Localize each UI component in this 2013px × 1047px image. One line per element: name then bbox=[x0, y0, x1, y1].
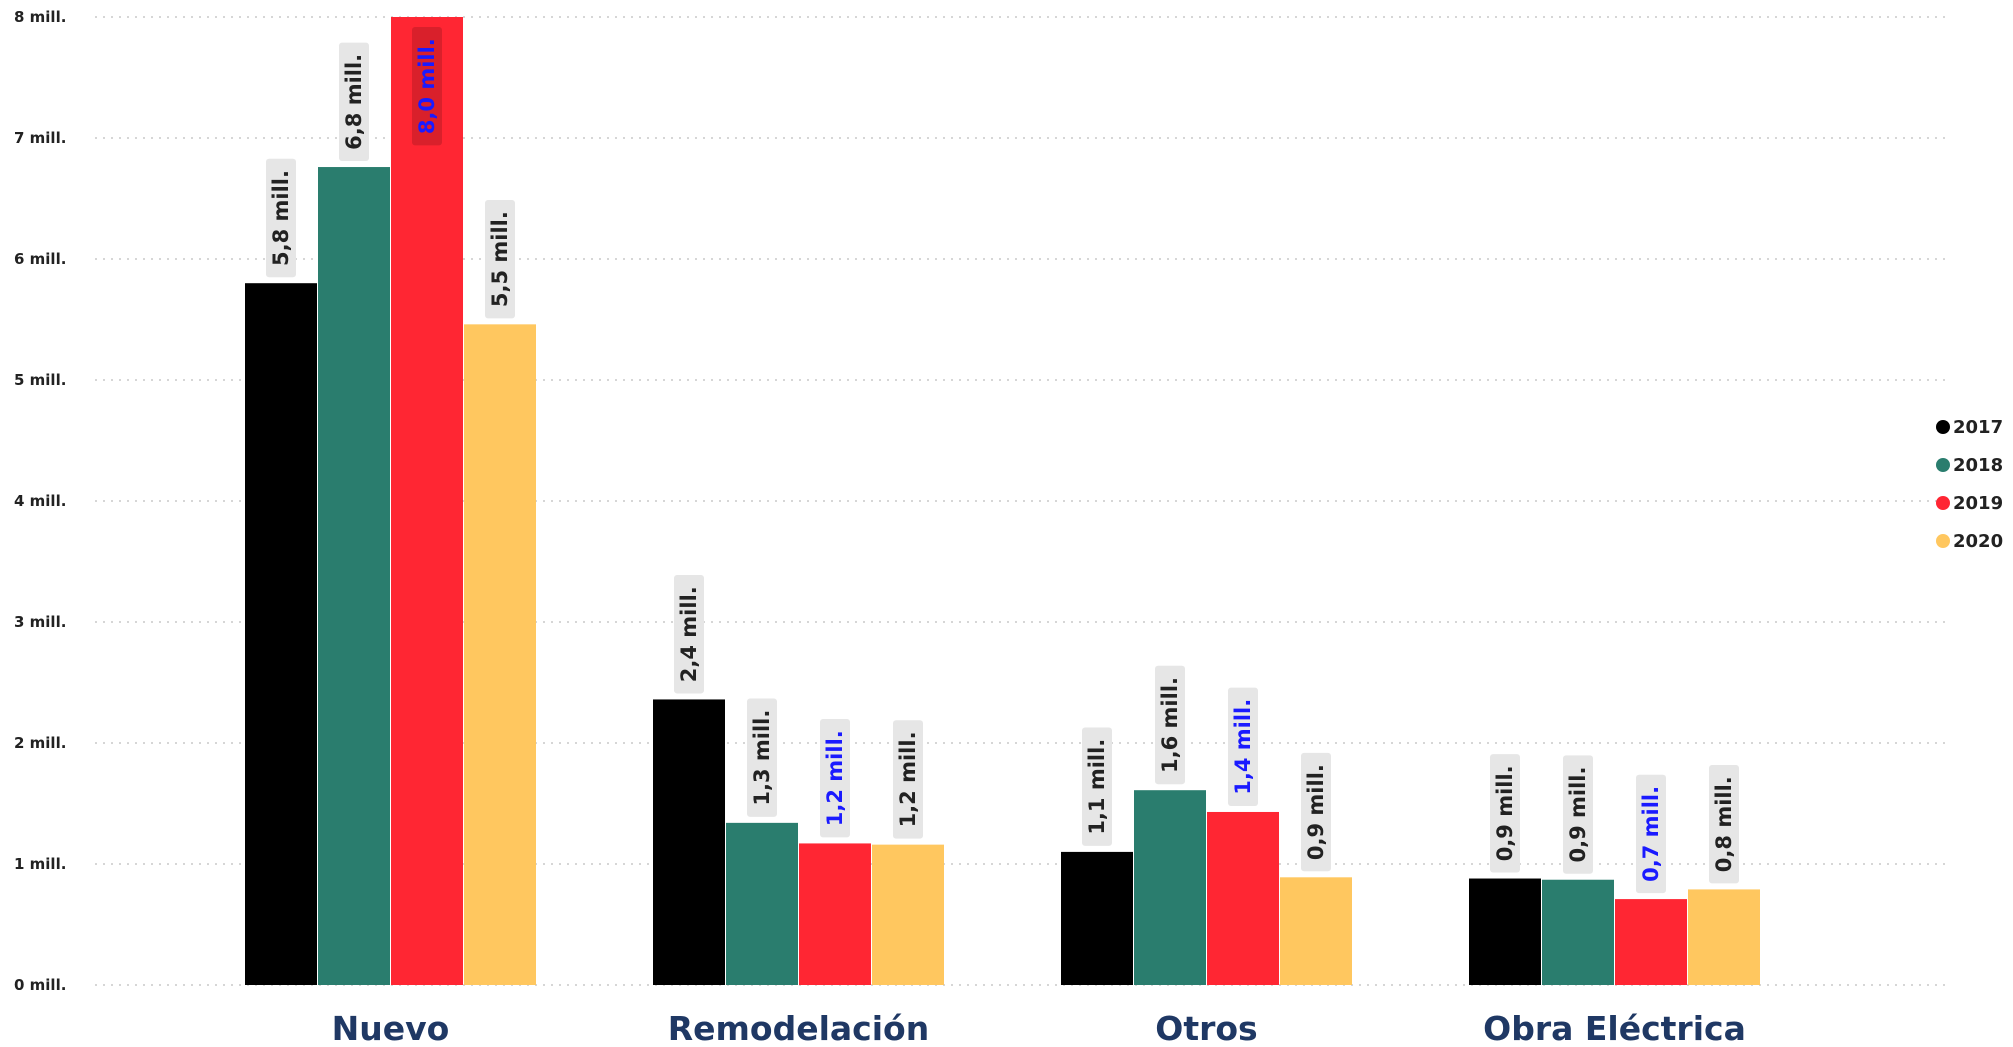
y-axis-ticks: 0 mill. 1 mill. 2 mill. 3 mill. 4 mill. 5 mil… bbox=[14, 8, 66, 994]
data-label-2019-0: 8,0 mill. bbox=[415, 38, 439, 134]
data-label-box bbox=[674, 575, 704, 694]
data-label-2019-3: 0,7 mill. bbox=[1639, 786, 1663, 882]
legend-label: 2019 bbox=[1953, 493, 2003, 514]
data-label-2017-3: 0,9 mill. bbox=[1493, 765, 1517, 861]
data-label-2020-1: 1,2 mill. bbox=[896, 731, 920, 827]
bar-2018-0[interactable] bbox=[318, 167, 390, 986]
data-label-box bbox=[820, 719, 850, 838]
category-label: Otros bbox=[1155, 1009, 1257, 1047]
data-label-box bbox=[1155, 665, 1185, 785]
category-label: Remodelación bbox=[668, 1009, 929, 1047]
data-label-2019-2: 1,4 mill. bbox=[1231, 699, 1255, 795]
legend-marker bbox=[1936, 534, 1950, 548]
y-tick-label: 2 mill. bbox=[14, 734, 66, 752]
data-label-box bbox=[893, 720, 923, 839]
y-tick-label: 3 mill. bbox=[14, 613, 66, 631]
legend-label: 2017 bbox=[1953, 417, 2003, 438]
data-label-box bbox=[1228, 687, 1258, 806]
bar-2018-1[interactable] bbox=[726, 822, 798, 985]
data-label-2019-1: 1,2 mill. bbox=[823, 730, 847, 826]
data-label-2018-2: 1,6 mill. bbox=[1158, 677, 1182, 773]
y-tick-label: 1 mill. bbox=[14, 855, 66, 873]
data-label-2017-0: 5,8 mill. bbox=[269, 170, 293, 266]
bar-2020-2[interactable] bbox=[1280, 877, 1352, 985]
bar-2020-0[interactable] bbox=[464, 324, 536, 986]
legend-item-2018[interactable]: 2018 bbox=[1936, 455, 2003, 476]
y-tick-label: 0 mill. bbox=[14, 976, 66, 994]
data-label-box bbox=[485, 199, 515, 319]
y-tick-label: 5 mill. bbox=[14, 371, 66, 389]
data-label-2017-2: 1,1 mill. bbox=[1085, 739, 1109, 835]
legend[interactable]: 2017 2018 2019 2020 bbox=[1936, 417, 2003, 552]
data-label-2018-0: 6,8 mill. bbox=[342, 54, 366, 150]
data-label-2018-3: 0,9 mill. bbox=[1566, 767, 1590, 863]
data-label-box bbox=[1563, 755, 1593, 874]
bar-2020-1[interactable] bbox=[872, 844, 944, 985]
bar-2017-3[interactable] bbox=[1469, 878, 1541, 985]
category-label: Obra Eléctrica bbox=[1483, 1009, 1746, 1047]
data-label-box bbox=[339, 42, 369, 162]
bar-2019-1[interactable] bbox=[799, 843, 871, 985]
bar-2018-3[interactable] bbox=[1542, 879, 1614, 985]
legend-marker bbox=[1936, 458, 1950, 472]
data-label-2020-0: 5,5 mill. bbox=[488, 211, 512, 307]
data-label-2018-1: 1,3 mill. bbox=[750, 710, 774, 806]
data-label-box bbox=[266, 158, 296, 278]
legend-item-2019[interactable]: 2019 bbox=[1936, 493, 2003, 514]
bar-2017-0[interactable] bbox=[245, 283, 317, 985]
y-tick-label: 8 mill. bbox=[14, 8, 66, 26]
bar-2017-1[interactable] bbox=[653, 699, 725, 985]
data-label-box bbox=[1301, 752, 1331, 872]
category-labels: Nuevo Remodelación Otros Obra Eléctrica bbox=[332, 1009, 1746, 1047]
category-label: Nuevo bbox=[332, 1009, 450, 1047]
bars bbox=[245, 17, 1760, 986]
data-label-box bbox=[1082, 727, 1112, 846]
bar-2020-3[interactable] bbox=[1688, 889, 1760, 985]
data-label-box bbox=[1490, 754, 1520, 873]
data-label-2020-2: 0,9 mill. bbox=[1304, 764, 1328, 860]
legend-label: 2018 bbox=[1953, 455, 2003, 476]
bar-2017-2[interactable] bbox=[1061, 851, 1133, 985]
legend-item-2020[interactable]: 2020 bbox=[1936, 531, 2003, 552]
bar-2019-3[interactable] bbox=[1615, 899, 1687, 985]
data-labels: 5,8 mill. 6,8 mill. 8,0 mill. 5,5 mill. 2,4 … bbox=[266, 27, 1739, 894]
data-label-box bbox=[747, 698, 777, 817]
bar-2018-2[interactable] bbox=[1134, 790, 1206, 985]
legend-label: 2020 bbox=[1953, 531, 2003, 552]
y-tick-label: 7 mill. bbox=[14, 129, 66, 147]
data-label-box bbox=[1709, 765, 1739, 884]
bar-2019-0[interactable] bbox=[391, 17, 463, 985]
data-label-box bbox=[1636, 774, 1666, 894]
y-tick-label: 4 mill. bbox=[14, 492, 66, 510]
data-label-2017-1: 2,4 mill. bbox=[677, 586, 701, 682]
legend-marker bbox=[1936, 496, 1950, 510]
data-label-2020-3: 0,8 mill. bbox=[1712, 776, 1736, 872]
data-label-box bbox=[412, 27, 442, 146]
legend-marker bbox=[1936, 420, 1950, 434]
legend-item-2017[interactable]: 2017 bbox=[1936, 417, 2003, 438]
bar-2019-2[interactable] bbox=[1207, 811, 1279, 985]
y-tick-label: 6 mill. bbox=[14, 250, 66, 268]
